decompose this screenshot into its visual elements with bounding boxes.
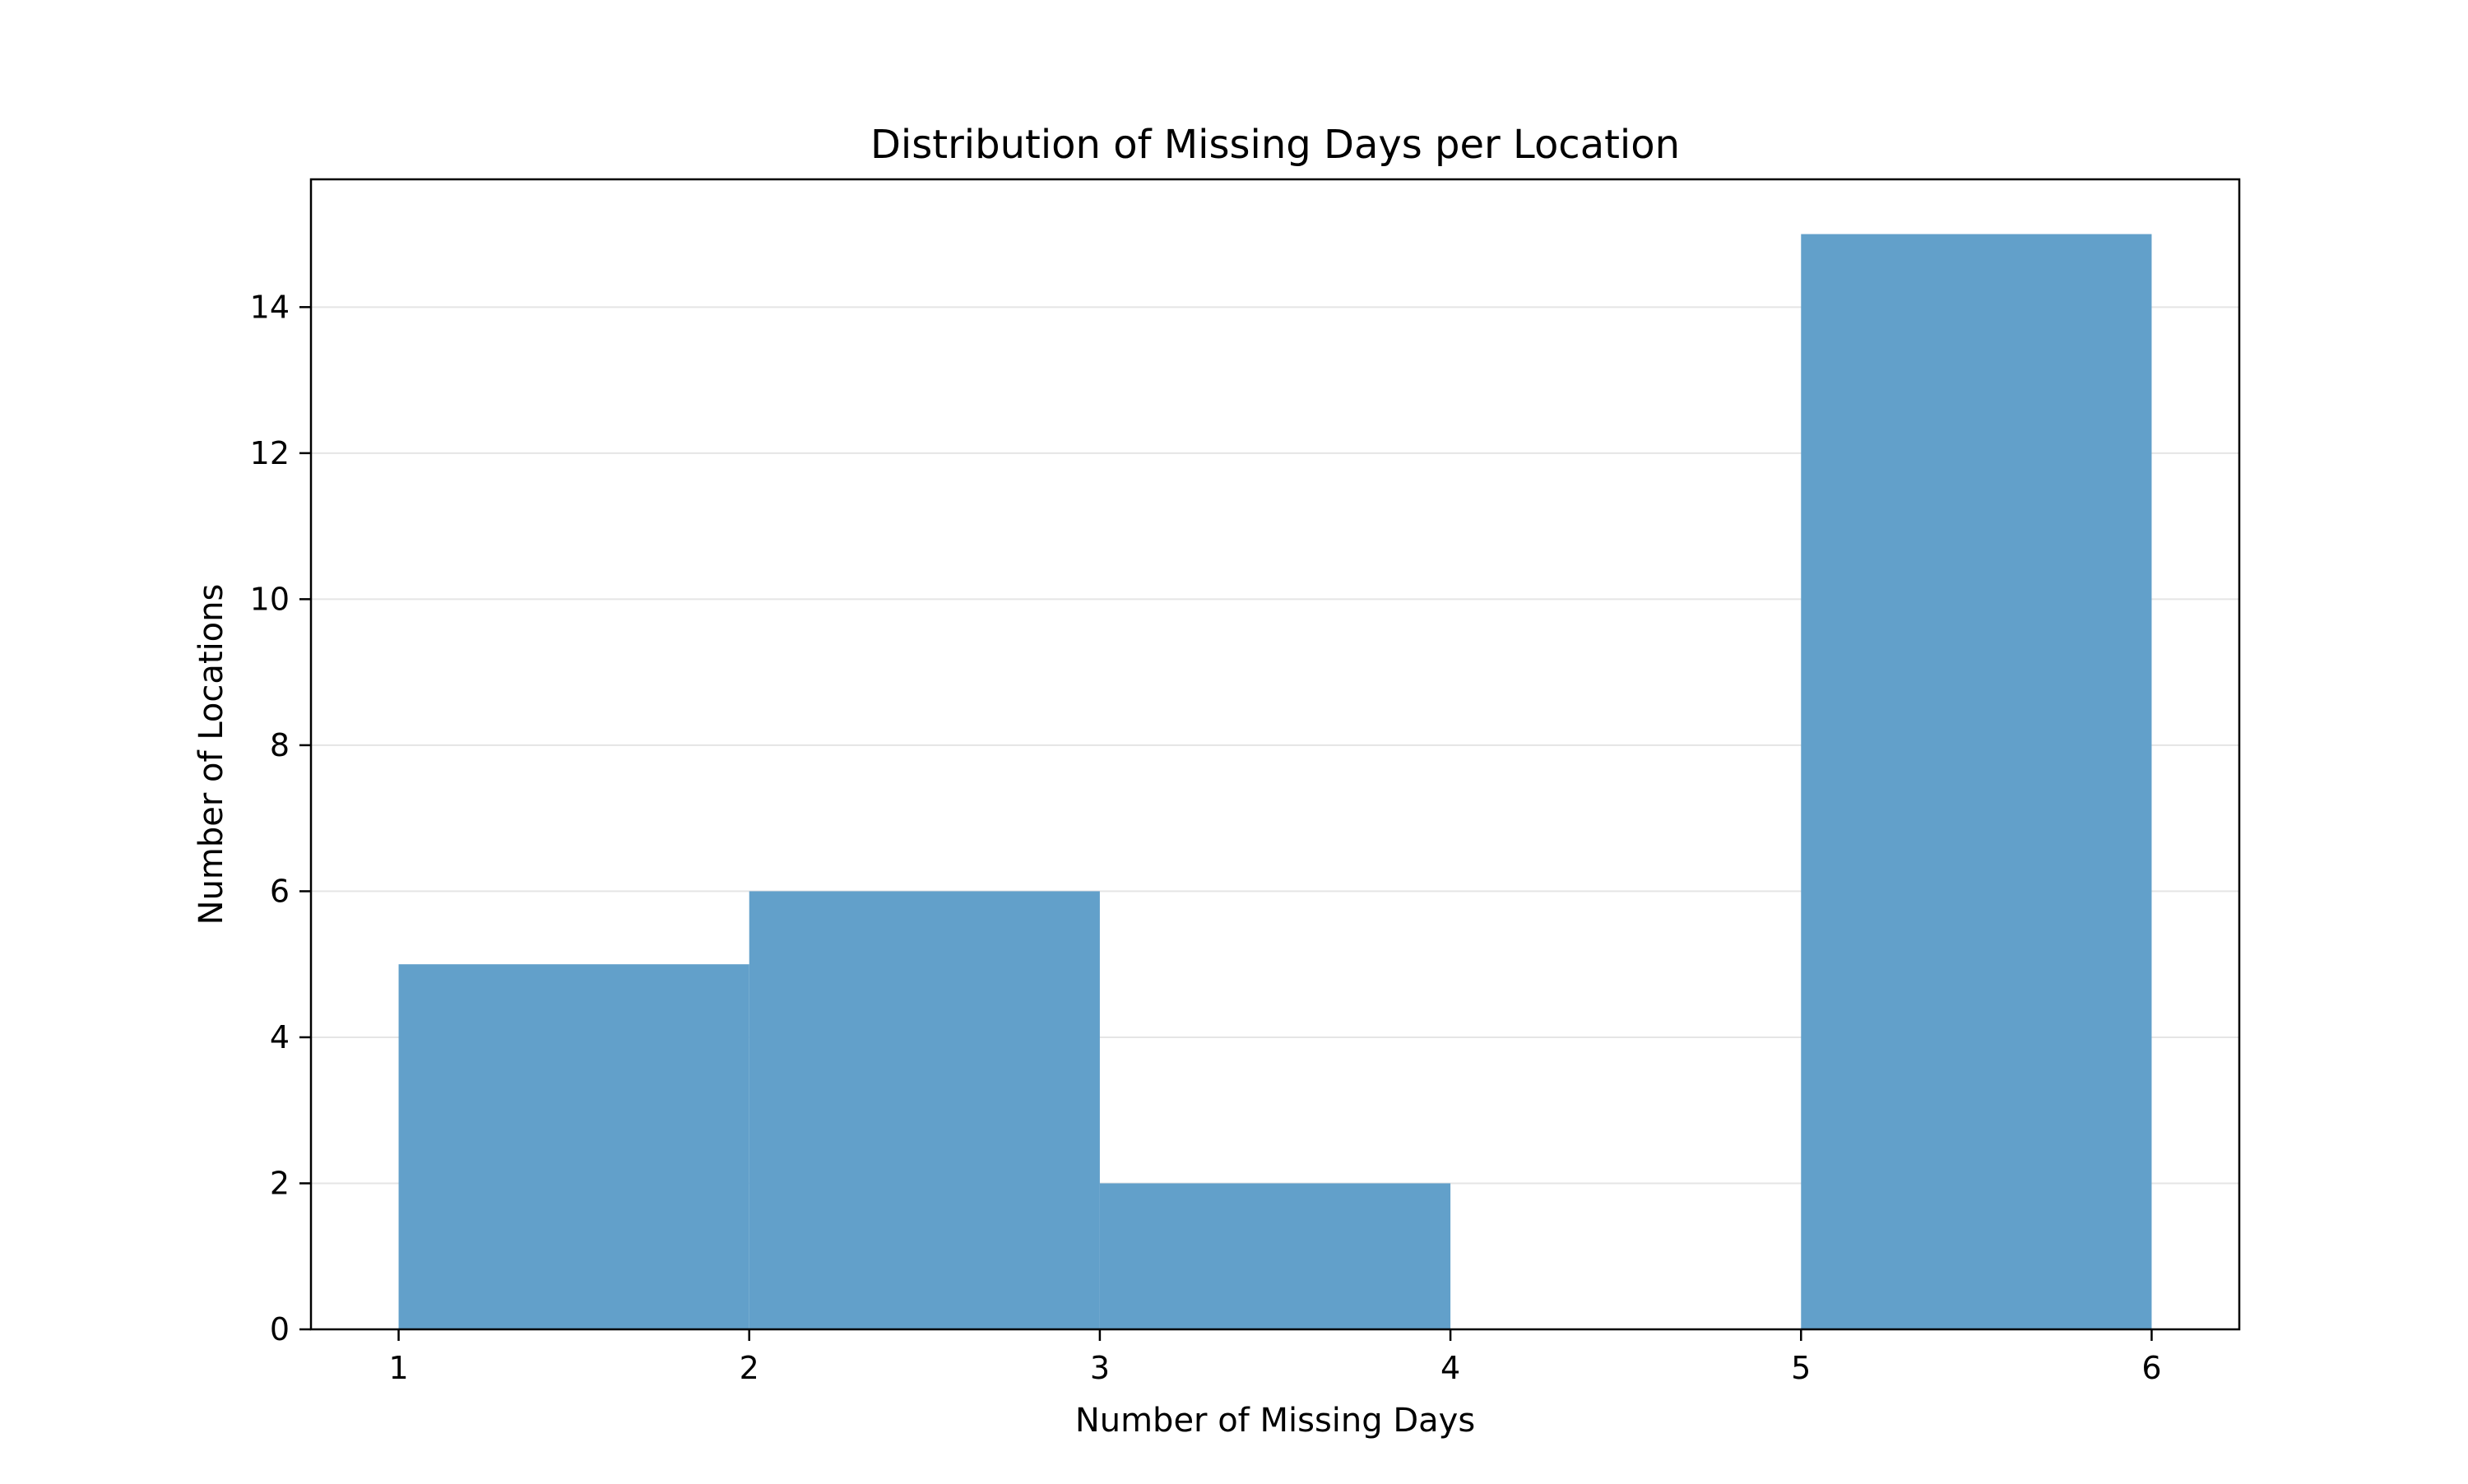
y-tick-label: 6: [270, 873, 290, 909]
histogram-bar: [1099, 1183, 1451, 1329]
chart-title: Distribution of Missing Days per Locatio…: [870, 122, 1680, 168]
histogram-bar: [398, 964, 749, 1329]
y-tick-label: 12: [250, 435, 290, 471]
y-axis-label: Number of Locations: [193, 584, 230, 925]
histogram-bar: [749, 891, 1100, 1329]
y-axis-ticks: 0 2 4 6 8 10 12 14: [250, 289, 311, 1347]
x-tick-label: 3: [1090, 1350, 1110, 1386]
y-tick-label: 0: [270, 1311, 290, 1347]
y-tick-label: 2: [270, 1165, 290, 1201]
x-axis-label: Number of Missing Days: [1075, 1402, 1475, 1440]
histogram-bar: [1801, 234, 2152, 1330]
x-tick-label: 4: [1440, 1350, 1460, 1386]
x-tick-label: 2: [740, 1350, 759, 1386]
x-tick-label: 6: [2141, 1350, 2161, 1386]
bars: [398, 234, 2152, 1330]
x-tick-label: 1: [388, 1350, 408, 1386]
y-tick-label: 4: [270, 1019, 290, 1055]
plot-frame: [309, 178, 2241, 1331]
x-axis-ticks: 1 2 3 4 5 6: [388, 1329, 2162, 1386]
y-tick-label: 8: [270, 727, 290, 763]
y-tick-label: 14: [250, 289, 290, 325]
y-tick-label: 10: [250, 581, 290, 617]
x-tick-label: 5: [1791, 1350, 1811, 1386]
